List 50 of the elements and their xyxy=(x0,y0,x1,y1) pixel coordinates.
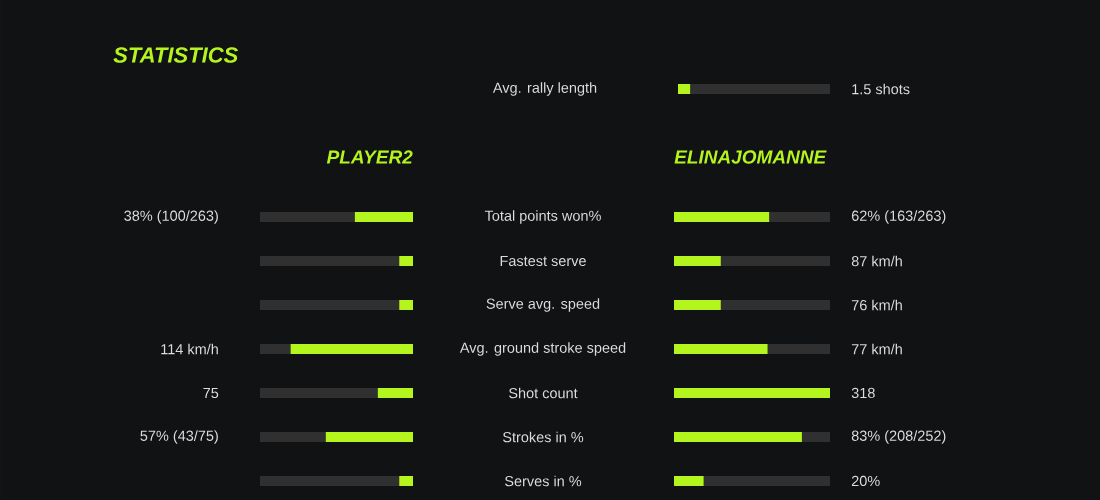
bar xyxy=(674,299,721,310)
y-tick-label: Avg. rally length xyxy=(492,82,597,96)
bar xyxy=(260,299,400,310)
text: 20% xyxy=(851,475,880,487)
bar xyxy=(260,211,355,222)
bar xyxy=(325,431,414,442)
text: 76 km/h xyxy=(851,299,902,311)
y-tick-label: Total points won% xyxy=(484,210,601,224)
bar xyxy=(399,255,414,266)
text: 62% (163/263) xyxy=(851,210,946,224)
bar xyxy=(290,343,414,354)
y-tick-label: Serve avg. speed xyxy=(486,298,600,312)
text: PLAYER2 xyxy=(326,150,413,164)
text: 83% (208/252) xyxy=(851,430,946,444)
bar xyxy=(399,299,414,310)
chart-title: STATISTICS xyxy=(113,47,239,63)
text: 114 km/h xyxy=(161,343,218,355)
text: 77 km/h xyxy=(851,343,902,355)
bar xyxy=(260,475,400,486)
bar xyxy=(801,431,830,442)
text: 38% (100/263) xyxy=(124,210,218,224)
text: 57% (43/75) xyxy=(140,430,218,444)
bar xyxy=(399,475,414,486)
text: 87 km/h xyxy=(851,255,902,267)
bar xyxy=(769,211,830,222)
bar xyxy=(674,343,768,354)
y-tick-label: Shot count xyxy=(509,387,578,399)
bar xyxy=(260,431,326,442)
y-tick-label: Strokes in % xyxy=(502,431,584,443)
text: 75 xyxy=(203,387,219,399)
bar xyxy=(354,211,414,222)
bar xyxy=(260,343,291,354)
bar xyxy=(720,255,830,266)
bar xyxy=(674,211,770,222)
bar xyxy=(674,387,830,398)
y-tick-label: Avg. ground stroke speed xyxy=(459,342,626,356)
bar xyxy=(703,475,830,486)
text: 1.5 shots xyxy=(852,83,910,95)
text: ELINAJOMANNE xyxy=(674,150,827,164)
bar xyxy=(720,299,830,310)
bar xyxy=(674,431,802,442)
bar xyxy=(674,475,704,486)
bar xyxy=(260,255,400,266)
bar xyxy=(260,387,378,398)
bar xyxy=(377,387,414,398)
y-tick-label: Fastest serve xyxy=(500,255,586,267)
y-tick-label: Serves in % xyxy=(504,475,582,487)
bar xyxy=(767,343,830,354)
text: 318 xyxy=(851,387,875,399)
bar xyxy=(674,255,721,266)
